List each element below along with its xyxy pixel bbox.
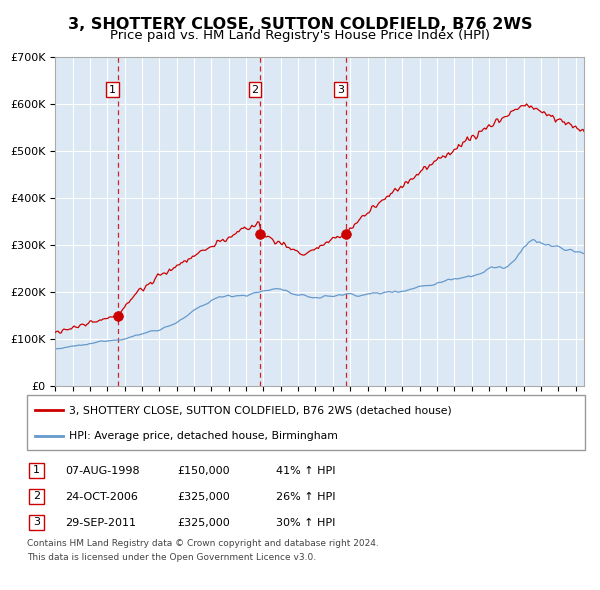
Text: 41% ↑ HPI: 41% ↑ HPI xyxy=(276,466,335,476)
Text: 29-SEP-2011: 29-SEP-2011 xyxy=(65,518,136,527)
Text: 07-AUG-1998: 07-AUG-1998 xyxy=(65,466,139,476)
Text: 3: 3 xyxy=(337,84,344,94)
Text: 3, SHOTTERY CLOSE, SUTTON COLDFIELD, B76 2WS (detached house): 3, SHOTTERY CLOSE, SUTTON COLDFIELD, B76… xyxy=(69,405,452,415)
Text: This data is licensed under the Open Government Licence v3.0.: This data is licensed under the Open Gov… xyxy=(27,553,316,562)
Text: £325,000: £325,000 xyxy=(177,518,230,527)
Text: 30% ↑ HPI: 30% ↑ HPI xyxy=(276,518,335,527)
Text: 3: 3 xyxy=(33,517,40,527)
Text: 2: 2 xyxy=(33,491,40,501)
Text: £325,000: £325,000 xyxy=(177,492,230,502)
Text: 3, SHOTTERY CLOSE, SUTTON COLDFIELD, B76 2WS: 3, SHOTTERY CLOSE, SUTTON COLDFIELD, B76… xyxy=(68,17,532,31)
Text: Price paid vs. HM Land Registry's House Price Index (HPI): Price paid vs. HM Land Registry's House … xyxy=(110,30,490,42)
Text: £150,000: £150,000 xyxy=(177,466,230,476)
Text: 1: 1 xyxy=(109,84,116,94)
Text: HPI: Average price, detached house, Birmingham: HPI: Average price, detached house, Birm… xyxy=(69,431,338,441)
Text: Contains HM Land Registry data © Crown copyright and database right 2024.: Contains HM Land Registry data © Crown c… xyxy=(27,539,379,548)
Text: 2: 2 xyxy=(251,84,259,94)
Text: 24-OCT-2006: 24-OCT-2006 xyxy=(65,492,137,502)
Text: 1: 1 xyxy=(33,466,40,475)
Text: 26% ↑ HPI: 26% ↑ HPI xyxy=(276,492,335,502)
